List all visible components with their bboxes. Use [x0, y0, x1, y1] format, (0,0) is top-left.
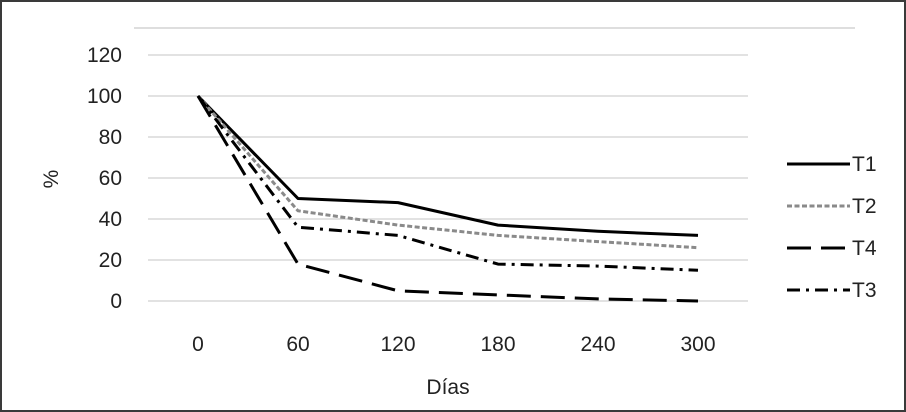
x-tick-label: 240 — [580, 333, 615, 356]
series-line-t1 — [196, 94, 699, 237]
y-tick-label: 40 — [99, 208, 122, 231]
y-tick-labels: 0 20 40 60 80 100 120 — [87, 44, 122, 313]
x-tick-label: 300 — [680, 333, 715, 356]
legend-label-t2: T2 — [852, 195, 877, 218]
x-tick-labels: 0 60 120 180 240 300 — [192, 333, 715, 356]
y-axis-label: % — [40, 170, 63, 189]
y-tick-label: 120 — [87, 44, 122, 67]
y-tick-label: 100 — [87, 85, 122, 108]
x-axis-label: Días — [426, 376, 469, 399]
x-tick-label: 60 — [286, 333, 309, 356]
y-tick-label: 80 — [99, 126, 122, 149]
x-tick-label: 180 — [480, 333, 515, 356]
series-line-t4 — [196, 95, 699, 303]
y-tick-label: 0 — [110, 290, 122, 313]
y-tick-label: 60 — [99, 167, 122, 190]
y-tick-label: 20 — [99, 249, 122, 272]
series-line-t3 — [196, 95, 699, 272]
legend: T1 T2 T4 T3 — [787, 153, 877, 302]
series-line-t2 — [196, 95, 699, 250]
gridlines — [134, 27, 855, 302]
series-lines — [196, 94, 699, 303]
legend-label-t3: T3 — [852, 279, 877, 302]
x-tick-label: 120 — [380, 333, 415, 356]
x-tick-label: 0 — [192, 333, 204, 356]
legend-label-t4: T4 — [852, 237, 877, 260]
legend-label-t1: T1 — [852, 153, 877, 176]
